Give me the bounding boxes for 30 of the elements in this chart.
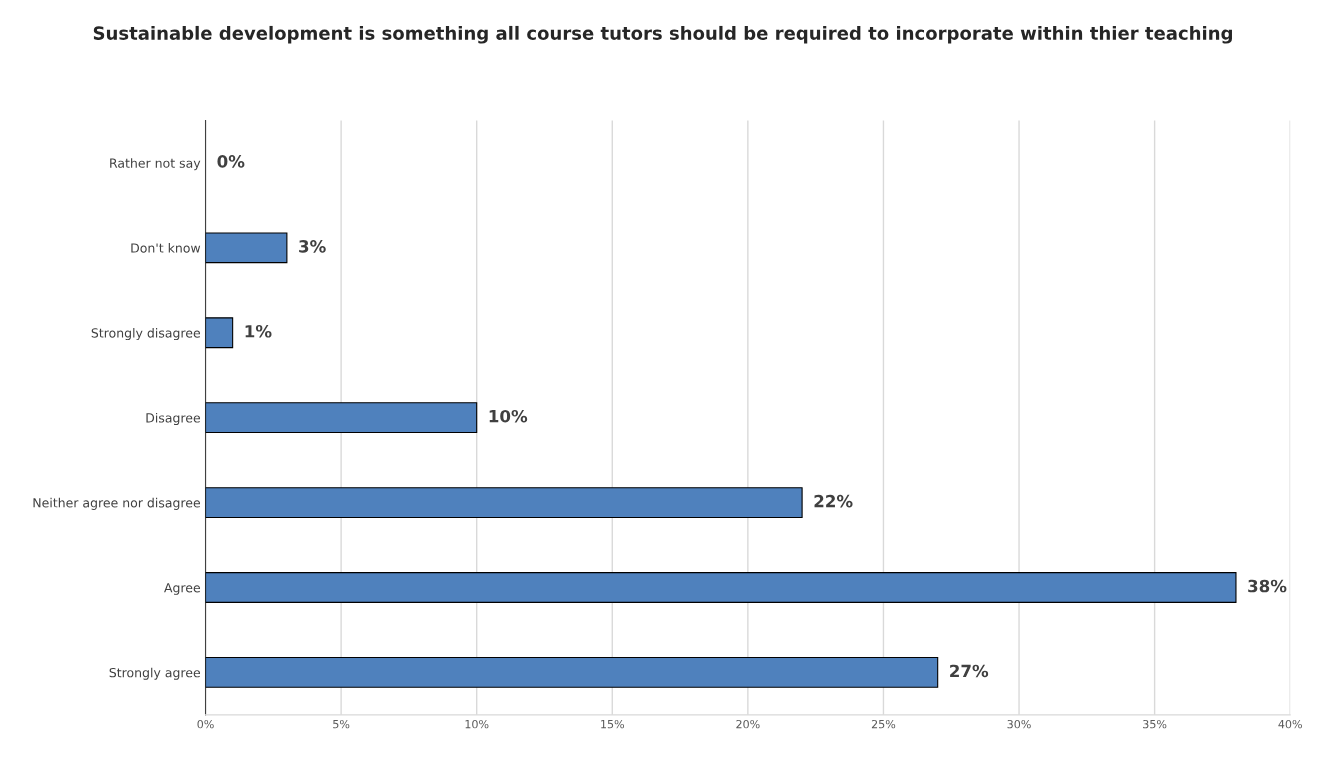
- x-tick-label: 40%: [1278, 719, 1302, 729]
- y-tick-label: Strongly disagree: [91, 327, 200, 341]
- bar: [205, 232, 288, 264]
- chart-title: Sustainable development is something all course tutors should be required to incorporate within thier teaching: [93, 25, 1232, 44]
- data-label: 27%: [950, 664, 989, 678]
- bar: [205, 487, 803, 518]
- x-tick-label: 5%: [333, 719, 350, 729]
- y-tick-label: Agree: [164, 583, 200, 595]
- x-tick-label: 30%: [1007, 719, 1031, 729]
- y-tick-label: Strongly agree: [109, 667, 200, 680]
- x-tick-label: 35%: [1143, 719, 1167, 729]
- data-label: 10%: [489, 409, 528, 423]
- x-tick-label: 10%: [465, 719, 489, 729]
- bar: [205, 402, 478, 434]
- x-tick-label: 20%: [736, 719, 760, 729]
- y-tick-label: Don't know: [131, 243, 201, 253]
- y-tick-label: Neither agree nor disagree: [33, 497, 200, 510]
- x-tick-label: 25%: [871, 719, 896, 729]
- x-tick-label: 15%: [601, 719, 625, 729]
- y-tick-label: Rather not say: [110, 158, 201, 171]
- bar: [205, 656, 939, 688]
- bar: [205, 317, 234, 349]
- x-tick-label: 0%: [197, 719, 214, 729]
- data-label: 3%: [299, 240, 326, 253]
- bar: [205, 572, 1237, 603]
- data-label: 0%: [217, 155, 245, 168]
- data-label: 1%: [245, 324, 272, 338]
- y-tick-label: Disagree: [146, 412, 200, 425]
- data-label: 38%: [1248, 579, 1287, 593]
- data-label: 22%: [814, 494, 853, 508]
